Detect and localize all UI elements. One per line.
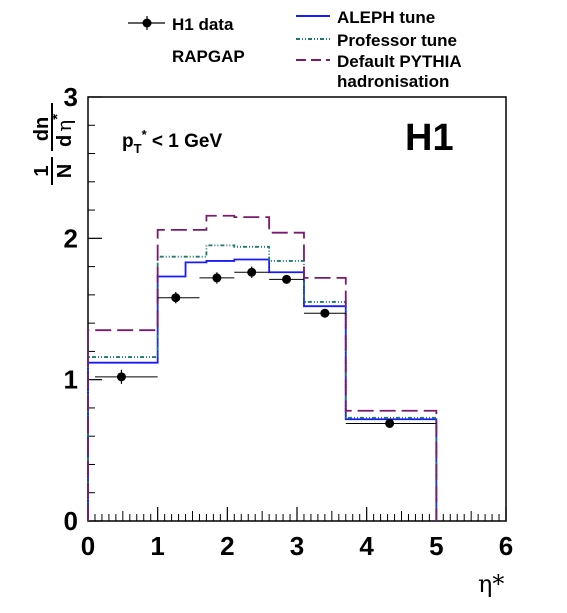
legend-label-h1-data: H1 data <box>172 15 234 34</box>
legend-entry-aleph-tune: ALEPH tune <box>296 8 435 27</box>
data-marker <box>116 372 126 382</box>
legend-label-aleph-tune: ALEPH tune <box>337 8 435 27</box>
annotation-base: p <box>122 131 134 152</box>
x-tick-label: 5 <box>429 531 443 561</box>
x-tick-label: 4 <box>359 531 374 561</box>
data-point <box>234 266 270 278</box>
data-marker <box>212 273 222 283</box>
legend-entry-default-pythia: Default PYTHIA hadronisation <box>296 52 462 91</box>
hist-aleph-tune <box>87 258 438 521</box>
data-point <box>94 369 158 384</box>
data-point <box>345 418 437 428</box>
legend-entry-professor-tune: Professor tune <box>296 31 457 50</box>
legend: H1 data RAPGAP ALEPH tune Professor tune… <box>128 8 462 91</box>
ylabel-frac-d: d <box>54 135 76 147</box>
legend-label-professor-tune: Professor tune <box>337 31 457 50</box>
x-axis-label: η* <box>478 570 504 598</box>
x-axis-ticks: 0 1 2 3 4 5 6 <box>81 507 513 561</box>
y-axis-ticks: 0 1 2 3 <box>64 82 102 536</box>
data-marker <box>385 418 395 428</box>
chart-title: H1 <box>405 117 454 159</box>
ylabel-frac-num: dn <box>31 117 53 141</box>
annotation-rest: < 1 GeV <box>147 131 223 152</box>
legend-marker-h1-data <box>142 18 152 28</box>
svg-text:dη*: dη* <box>49 114 76 147</box>
data-marker <box>247 267 257 277</box>
ylabel-num: 1 <box>31 165 53 176</box>
hist-professor-tune <box>87 244 438 521</box>
data-marker <box>320 308 330 318</box>
x-tick-label: 2 <box>220 531 234 561</box>
y-tick-label: 2 <box>64 223 78 253</box>
hist-default-pythia <box>87 214 438 521</box>
x-tick-label: 3 <box>290 531 304 561</box>
plot-frame <box>87 96 507 522</box>
legend-label-default-pythia-line2: hadronisation <box>337 72 449 91</box>
data-point <box>157 292 200 304</box>
annotation-sup: * <box>142 127 148 142</box>
y-tick-label: 3 <box>64 82 78 112</box>
histogram-series <box>87 214 438 521</box>
legend-label-default-pythia: Default PYTHIA <box>337 52 462 71</box>
annotation-sub: T <box>134 141 142 156</box>
kinematic-cut-annotation: pT* < 1 GeV <box>122 127 222 156</box>
x-tick-label: 0 <box>81 531 95 561</box>
y-tick-label: 0 <box>64 506 78 536</box>
y-axis-label: 1 N dn dη* <box>31 103 76 185</box>
generator-label: RAPGAP <box>172 47 245 66</box>
x-tick-label: 6 <box>499 531 513 561</box>
x-tick-label: 1 <box>150 531 164 561</box>
ylabel-frac-var: η <box>52 120 76 132</box>
data-point <box>269 274 304 284</box>
data-marker <box>171 293 181 303</box>
y-tick-label: 1 <box>64 365 78 395</box>
data-point <box>199 272 235 284</box>
legend-entry-h1-data: H1 data <box>128 15 234 34</box>
ylabel-frac-sup: * <box>49 114 66 120</box>
data-points <box>94 266 437 428</box>
data-point <box>303 308 346 318</box>
ylabel-den: N <box>54 164 76 178</box>
data-marker <box>282 274 292 284</box>
